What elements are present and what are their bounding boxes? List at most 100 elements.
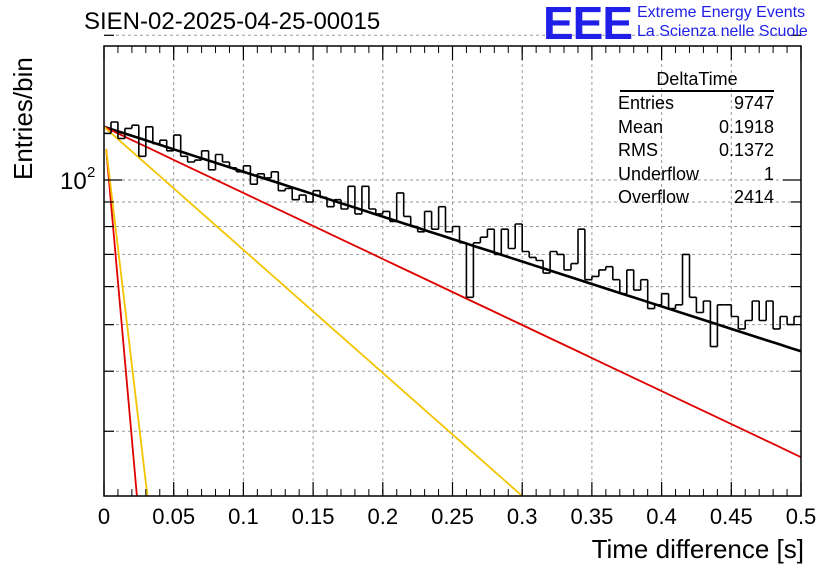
histogram-bin [674, 304, 683, 309]
histogram-bin [479, 236, 488, 243]
eee-logo: EEE [543, 0, 633, 49]
chart-title: SIEN-02-2025-04-25-00015 [84, 8, 381, 35]
x-tick-label: 0.1 [228, 504, 259, 529]
histogram-bin [472, 242, 481, 298]
histogram-bin [382, 210, 390, 214]
histogram-layer [104, 121, 801, 348]
histogram-bin [458, 226, 467, 244]
histogram-bin [681, 253, 690, 305]
stats-value: 9747 [733, 93, 774, 113]
histogram-bin [235, 167, 244, 173]
y-tick-label-base: 10 [60, 168, 87, 195]
histogram-bin [521, 224, 530, 253]
histogram-bin [347, 185, 355, 209]
x-tick-label: 0 [98, 504, 110, 529]
histogram-bin [549, 250, 557, 274]
histogram-bin [159, 139, 167, 144]
fit-curves [103, 125, 802, 497]
stats-label: Overflow [618, 187, 690, 207]
stats-label: Underflow [618, 163, 700, 184]
histogram-bin [354, 186, 362, 215]
histogram-bin [514, 223, 523, 249]
histogram-bin [145, 126, 153, 157]
histogram-bin [221, 154, 230, 163]
fit-curve-yellow-component-fast [105, 148, 149, 497]
histogram-bin [737, 316, 746, 330]
histogram-bin [389, 211, 397, 223]
stats-label: RMS [618, 140, 658, 160]
histogram-bin [493, 229, 502, 256]
fit-curve-red-component-fast [105, 148, 138, 497]
x-tick-label: 0.35 [570, 504, 613, 529]
histogram-bin [793, 315, 801, 325]
x-tick-label: 0.15 [292, 504, 335, 529]
histogram-bin [605, 265, 613, 270]
histogram-bin [584, 229, 592, 281]
stats-label: Mean [618, 116, 664, 137]
fit-curve-yellow-component [103, 126, 523, 497]
x-tick-label: 0.45 [710, 504, 753, 529]
histogram-bin [179, 135, 188, 158]
histogram-bin [779, 315, 788, 329]
histogram-bin [632, 269, 641, 291]
histogram-bin [646, 279, 655, 310]
stats-row-underflow: Underflow 1 [614, 163, 774, 187]
x-tick-label: 0.4 [646, 504, 677, 529]
stats-row-overflow: Overflow 2414 [614, 186, 774, 210]
x-axis-label: Time difference [s] [591, 534, 804, 564]
histogram-bin [228, 162, 237, 169]
histogram-bin [131, 124, 139, 129]
histogram-bin [214, 153, 223, 170]
histogram-bin [172, 134, 181, 151]
stats-title: DeltaTime [620, 68, 774, 92]
fit-curve-total-fit [103, 125, 802, 353]
histogram-bin [702, 300, 711, 313]
histogram-bin [291, 188, 300, 201]
histogram-bin [660, 292, 669, 305]
histogram-bin [340, 199, 348, 210]
stats-row-mean: Mean 0.1918 [614, 116, 774, 140]
stats-value: 0.1372 [718, 140, 774, 160]
histogram-bin [333, 198, 341, 207]
histogram-bin [626, 269, 634, 294]
histogram-bin [110, 121, 118, 134]
histogram-bin [744, 319, 753, 329]
histogram-bin [716, 304, 725, 347]
histogram-bin [591, 275, 599, 280]
histogram-bin [751, 300, 760, 321]
histogram-bin [152, 126, 160, 145]
stats-value: 1 [763, 163, 774, 184]
histogram-bin [319, 190, 327, 199]
histogram-bin [165, 140, 174, 152]
logo-line-2: La Scienza nelle Scuole [637, 23, 808, 40]
axis-ticks [103, 34, 802, 496]
histogram-bin [117, 122, 125, 140]
histogram-bin [709, 301, 718, 348]
histogram-bin [305, 195, 314, 203]
histogram-bin [395, 192, 404, 222]
histogram-bin [535, 257, 544, 262]
histogram-bin [437, 205, 446, 230]
histogram-bin [326, 197, 334, 208]
histogram-bin [577, 228, 585, 264]
histogram-bin [207, 150, 216, 171]
histogram-bin [277, 171, 286, 192]
histogram-bin [430, 211, 439, 230]
histogram-bin [256, 173, 265, 185]
histogram-bin [375, 209, 383, 215]
histogram-bin [542, 260, 551, 274]
x-tick-label: 0.05 [152, 504, 195, 529]
histogram-bin [758, 301, 767, 322]
stats-box: DeltaTime Entries 9747 Mean 0.1918 RMS 0… [614, 68, 774, 210]
histogram-bin [563, 254, 571, 271]
histogram-bin [138, 125, 146, 158]
histogram-bin [284, 187, 293, 191]
eee-logo-text: Extreme Energy Events La Scienza nelle S… [637, 3, 808, 41]
histogram-bin [270, 171, 279, 178]
histogram-bin [695, 297, 704, 314]
histogram-bin [639, 278, 648, 291]
histogram-bin [528, 251, 537, 259]
histogram-bin [772, 301, 781, 330]
histogram-bin [124, 127, 132, 139]
